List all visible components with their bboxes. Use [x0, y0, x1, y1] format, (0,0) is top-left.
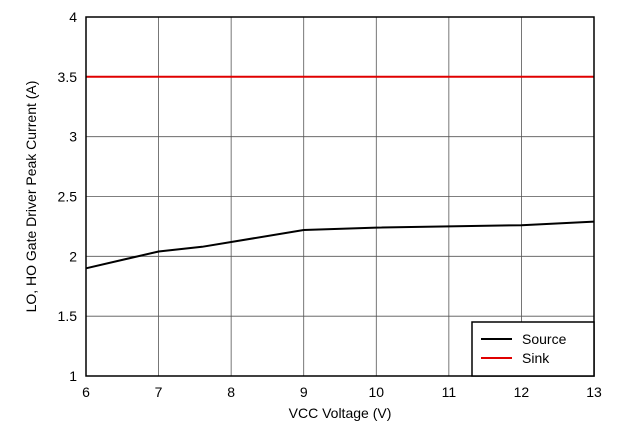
y-tick-label: 4	[69, 9, 77, 25]
x-tick-label: 8	[227, 384, 235, 400]
legend-label-sink: Sink	[522, 350, 550, 366]
y-tick-label: 2	[69, 248, 77, 264]
y-tick-label: 2.5	[58, 189, 78, 205]
series-layer	[85, 75, 595, 270]
y-tick-label: 1.5	[58, 308, 78, 324]
x-tick-label: 6	[82, 384, 90, 400]
series-line-source	[85, 220, 595, 270]
y-tick-labels: 1 1.5 2 2.5 3 3.5 4	[58, 9, 78, 384]
y-tick-label: 3	[69, 129, 77, 145]
x-tick-labels: 6 7 8 9 10 11 12 13	[82, 384, 602, 400]
x-axis-title: VCC Voltage (V)	[289, 405, 392, 421]
y-tick-label: 1	[69, 368, 77, 384]
legend-box	[471, 321, 595, 377]
x-tick-label: 9	[300, 384, 308, 400]
legend: Source Sink	[471, 321, 595, 377]
x-tick-label: 13	[586, 384, 602, 400]
x-tick-label: 11	[442, 384, 457, 400]
y-tick-label: 3.5	[58, 69, 78, 85]
y-axis-title: LO, HO Gate Driver Peak Current (A)	[23, 81, 39, 313]
x-tick-label: 10	[368, 384, 384, 400]
plot-frame	[85, 16, 595, 377]
legend-label-source: Source	[522, 331, 567, 347]
x-tick-label: 7	[155, 384, 163, 400]
x-tick-label: 12	[514, 384, 530, 400]
